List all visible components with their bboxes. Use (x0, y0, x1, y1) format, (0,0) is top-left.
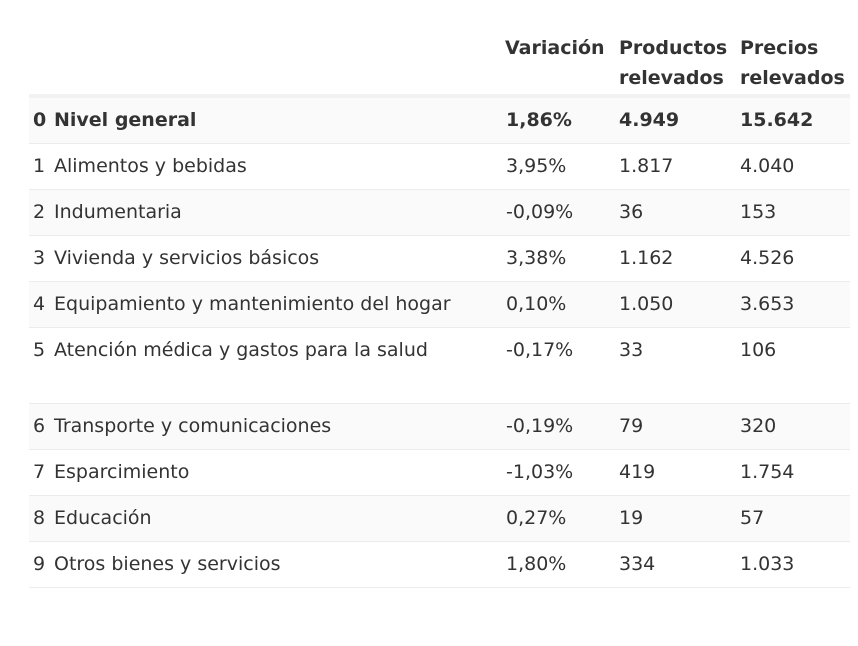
row-index: 0 (33, 109, 47, 131)
row-precios: 3.653 (740, 293, 795, 315)
table-row: 4 Equipamiento y mantenimiento del hogar… (29, 282, 850, 328)
row-precios: 57 (740, 507, 765, 529)
table-row: 3 Vivienda y servicios básicos 3,38% 1.1… (29, 236, 850, 282)
row-name: Otros bienes y servicios (54, 553, 281, 575)
row-variacion: 1,86% (506, 109, 572, 131)
row-name: Alimentos y bebidas (54, 155, 247, 177)
row-precios: 15.642 (740, 109, 814, 131)
row-variacion: -1,03% (506, 461, 574, 483)
row-productos: 79 (619, 415, 644, 437)
row-variacion: -0,17% (506, 339, 574, 361)
row-precios: 320 (740, 415, 777, 437)
data-table: Variación Productos relevados Precios re… (29, 28, 850, 588)
row-precios: 1.033 (740, 553, 795, 575)
row-productos: 4.949 (619, 109, 680, 131)
row-index: 9 (33, 553, 46, 575)
row-name: Nivel general (54, 109, 197, 131)
row-variacion: -0,09% (506, 201, 574, 223)
row-name: Transporte y comunicaciones (54, 415, 332, 437)
row-precios: 4.040 (740, 155, 795, 177)
row-index: 1 (33, 155, 46, 177)
row-name: Atención médica y gastos para la salud (54, 339, 428, 361)
row-productos: 419 (619, 461, 656, 483)
header-variacion: Variación (505, 37, 605, 59)
row-index: 4 (33, 293, 46, 315)
row-precios: 1.754 (740, 461, 795, 483)
row-index: 2 (33, 201, 46, 223)
row-index: 6 (33, 415, 46, 437)
row-productos: 1.162 (619, 247, 674, 269)
row-precios: 106 (740, 339, 777, 361)
row-productos: 19 (619, 507, 644, 529)
row-name: Equipamiento y mantenimiento del hogar (54, 293, 451, 315)
row-index: 5 (33, 339, 46, 361)
row-index: 8 (33, 507, 46, 529)
row-name: Esparcimiento (54, 461, 190, 483)
row-variacion: 3,38% (506, 247, 567, 269)
table-row: 1 Alimentos y bebidas 3,95% 1.817 4.040 (29, 144, 850, 190)
header-productos: Productos relevados (619, 37, 728, 89)
row-variacion: 3,95% (506, 155, 567, 177)
table-row: 7 Esparcimiento -1,03% 419 1.754 (29, 450, 850, 496)
table-row: 2 Indumentaria -0,09% 36 153 (29, 190, 850, 236)
row-precios: 4.526 (740, 247, 795, 269)
table-row: 6 Transporte y comunicaciones -0,19% 79 … (29, 404, 850, 450)
header-precios: Precios relevados (740, 37, 845, 89)
row-productos: 36 (619, 201, 644, 223)
row-variacion: -0,19% (506, 415, 574, 437)
row-name: Indumentaria (54, 201, 182, 223)
row-productos: 33 (619, 339, 644, 361)
row-productos: 1.817 (619, 155, 674, 177)
row-index: 3 (33, 247, 46, 269)
row-variacion: 0,10% (506, 293, 567, 315)
table-row: 0 Nivel general 1,86% 4.949 15.642 (29, 98, 850, 144)
table-header: Variación Productos relevados Precios re… (29, 28, 850, 98)
table-row: 8 Educación 0,27% 19 57 (29, 496, 850, 542)
table-row: 5 Atención médica y gastos para la salud… (29, 328, 850, 404)
row-variacion: 0,27% (506, 507, 567, 529)
row-name: Educación (54, 507, 152, 529)
row-precios: 153 (740, 201, 777, 223)
row-variacion: 1,80% (506, 553, 567, 575)
row-name: Vivienda y servicios básicos (54, 247, 320, 269)
table-row: 9 Otros bienes y servicios 1,80% 334 1.0… (29, 542, 850, 588)
row-index: 7 (33, 461, 46, 483)
row-productos: 334 (619, 553, 656, 575)
row-productos: 1.050 (619, 293, 674, 315)
